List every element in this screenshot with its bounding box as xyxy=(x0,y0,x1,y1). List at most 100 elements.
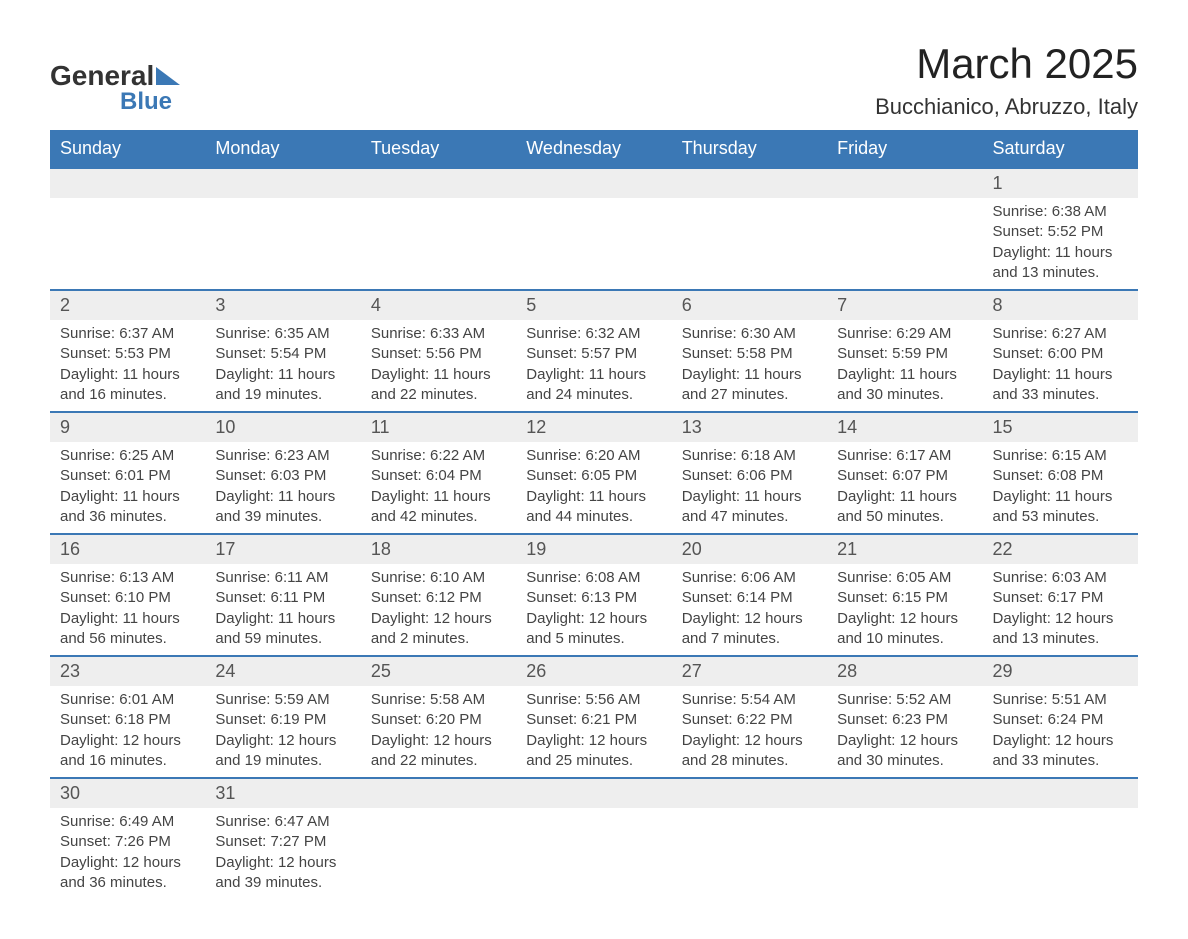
day-detail-line: Sunset: 6:24 PM xyxy=(993,710,1128,730)
day-detail-line: Sunset: 6:05 PM xyxy=(526,466,661,486)
day-number: 24 xyxy=(205,657,360,686)
day-number: 27 xyxy=(672,657,827,686)
day-detail-line: Sunset: 5:58 PM xyxy=(682,344,817,364)
weekday-header: Friday xyxy=(827,130,982,167)
day-detail-line: Daylight: 12 hours and 13 minutes. xyxy=(993,609,1128,650)
day-detail-line: Sunset: 5:57 PM xyxy=(526,344,661,364)
day-detail-line: Sunrise: 6:05 AM xyxy=(837,568,972,588)
day-detail-cell: Sunrise: 6:20 AMSunset: 6:05 PMDaylight:… xyxy=(516,442,671,533)
day-number-row: 1 xyxy=(50,167,1138,198)
day-detail-cell: Sunrise: 6:23 AMSunset: 6:03 PMDaylight:… xyxy=(205,442,360,533)
day-number: 4 xyxy=(361,291,516,320)
day-number: 15 xyxy=(983,413,1138,442)
day-number xyxy=(983,779,1138,808)
logo-triangle-icon xyxy=(156,67,180,85)
logo: General Blue xyxy=(50,40,180,116)
weekday-header: Saturday xyxy=(983,130,1138,167)
day-detail-cell: Sunrise: 6:37 AMSunset: 5:53 PMDaylight:… xyxy=(50,320,205,411)
day-detail-cell xyxy=(205,198,360,289)
day-number: 3 xyxy=(205,291,360,320)
day-detail-line: Daylight: 12 hours and 19 minutes. xyxy=(215,731,350,772)
day-detail-cell: Sunrise: 6:18 AMSunset: 6:06 PMDaylight:… xyxy=(672,442,827,533)
day-detail-line: Daylight: 11 hours and 24 minutes. xyxy=(526,365,661,406)
day-detail-line: Daylight: 12 hours and 2 minutes. xyxy=(371,609,506,650)
day-number: 14 xyxy=(827,413,982,442)
day-detail-line: Sunset: 6:03 PM xyxy=(215,466,350,486)
day-detail-line: Daylight: 11 hours and 42 minutes. xyxy=(371,487,506,528)
day-detail-line: Daylight: 12 hours and 36 minutes. xyxy=(60,853,195,894)
day-detail-line: Sunrise: 6:30 AM xyxy=(682,324,817,344)
day-detail-line: Daylight: 11 hours and 30 minutes. xyxy=(837,365,972,406)
day-detail-line: Sunrise: 6:32 AM xyxy=(526,324,661,344)
day-detail-line: Sunset: 6:13 PM xyxy=(526,588,661,608)
day-detail-line: Sunrise: 6:37 AM xyxy=(60,324,195,344)
day-detail-line: Sunset: 6:19 PM xyxy=(215,710,350,730)
day-detail-line: Daylight: 11 hours and 13 minutes. xyxy=(993,243,1128,284)
day-detail-line: Daylight: 11 hours and 27 minutes. xyxy=(682,365,817,406)
day-detail-cell xyxy=(983,808,1138,899)
day-detail-cell: Sunrise: 6:49 AMSunset: 7:26 PMDaylight:… xyxy=(50,808,205,899)
calendar: Sunday Monday Tuesday Wednesday Thursday… xyxy=(50,130,1138,899)
day-number xyxy=(205,169,360,198)
day-detail-line: Sunset: 6:23 PM xyxy=(837,710,972,730)
day-detail-row: Sunrise: 6:49 AMSunset: 7:26 PMDaylight:… xyxy=(50,808,1138,899)
day-detail-cell: Sunrise: 6:15 AMSunset: 6:08 PMDaylight:… xyxy=(983,442,1138,533)
day-detail-cell: Sunrise: 6:17 AMSunset: 6:07 PMDaylight:… xyxy=(827,442,982,533)
day-detail-cell: Sunrise: 6:30 AMSunset: 5:58 PMDaylight:… xyxy=(672,320,827,411)
day-detail-line: Sunrise: 5:51 AM xyxy=(993,690,1128,710)
logo-text-blue: Blue xyxy=(120,88,172,116)
weekday-header: Sunday xyxy=(50,130,205,167)
day-number xyxy=(361,169,516,198)
day-detail-line: Sunrise: 6:22 AM xyxy=(371,446,506,466)
day-detail-cell: Sunrise: 6:29 AMSunset: 5:59 PMDaylight:… xyxy=(827,320,982,411)
day-number xyxy=(361,779,516,808)
day-detail-line: Sunset: 7:27 PM xyxy=(215,832,350,852)
day-number: 25 xyxy=(361,657,516,686)
day-number-row: 9101112131415 xyxy=(50,411,1138,442)
day-number: 17 xyxy=(205,535,360,564)
day-detail-line: Daylight: 12 hours and 25 minutes. xyxy=(526,731,661,772)
day-detail-cell: Sunrise: 6:05 AMSunset: 6:15 PMDaylight:… xyxy=(827,564,982,655)
day-detail-line: Sunrise: 6:38 AM xyxy=(993,202,1128,222)
day-detail-line: Daylight: 11 hours and 44 minutes. xyxy=(526,487,661,528)
day-number: 23 xyxy=(50,657,205,686)
day-detail-cell: Sunrise: 6:35 AMSunset: 5:54 PMDaylight:… xyxy=(205,320,360,411)
day-detail-line: Sunset: 6:12 PM xyxy=(371,588,506,608)
day-detail-line: Sunrise: 6:33 AM xyxy=(371,324,506,344)
day-detail-cell: Sunrise: 6:27 AMSunset: 6:00 PMDaylight:… xyxy=(983,320,1138,411)
day-number: 13 xyxy=(672,413,827,442)
day-detail-line: Sunrise: 6:49 AM xyxy=(60,812,195,832)
day-detail-line: Daylight: 11 hours and 59 minutes. xyxy=(215,609,350,650)
day-detail-line: Daylight: 11 hours and 39 minutes. xyxy=(215,487,350,528)
day-detail-line: Sunset: 6:06 PM xyxy=(682,466,817,486)
day-number: 6 xyxy=(672,291,827,320)
day-detail-line: Sunset: 6:11 PM xyxy=(215,588,350,608)
day-number xyxy=(672,779,827,808)
day-number xyxy=(672,169,827,198)
day-number xyxy=(827,169,982,198)
day-detail-cell: Sunrise: 5:54 AMSunset: 6:22 PMDaylight:… xyxy=(672,686,827,777)
day-detail-line: Sunset: 6:08 PM xyxy=(993,466,1128,486)
day-number: 9 xyxy=(50,413,205,442)
day-detail-cell: Sunrise: 6:11 AMSunset: 6:11 PMDaylight:… xyxy=(205,564,360,655)
day-number: 28 xyxy=(827,657,982,686)
day-number: 18 xyxy=(361,535,516,564)
day-detail-line: Sunset: 6:00 PM xyxy=(993,344,1128,364)
weekday-header: Wednesday xyxy=(516,130,671,167)
day-detail-row: Sunrise: 6:01 AMSunset: 6:18 PMDaylight:… xyxy=(50,686,1138,777)
day-detail-line: Daylight: 11 hours and 19 minutes. xyxy=(215,365,350,406)
day-detail-cell xyxy=(672,808,827,899)
day-number: 29 xyxy=(983,657,1138,686)
day-detail-line: Sunset: 6:15 PM xyxy=(837,588,972,608)
day-detail-line: Sunrise: 6:17 AM xyxy=(837,446,972,466)
day-detail-line: Daylight: 11 hours and 56 minutes. xyxy=(60,609,195,650)
day-number: 22 xyxy=(983,535,1138,564)
day-detail-line: Sunset: 6:17 PM xyxy=(993,588,1128,608)
day-detail-cell xyxy=(516,808,671,899)
day-detail-line: Sunset: 5:56 PM xyxy=(371,344,506,364)
day-detail-cell xyxy=(50,198,205,289)
day-detail-line: Sunrise: 5:52 AM xyxy=(837,690,972,710)
day-number: 1 xyxy=(983,169,1138,198)
day-number: 10 xyxy=(205,413,360,442)
day-detail-line: Daylight: 11 hours and 50 minutes. xyxy=(837,487,972,528)
